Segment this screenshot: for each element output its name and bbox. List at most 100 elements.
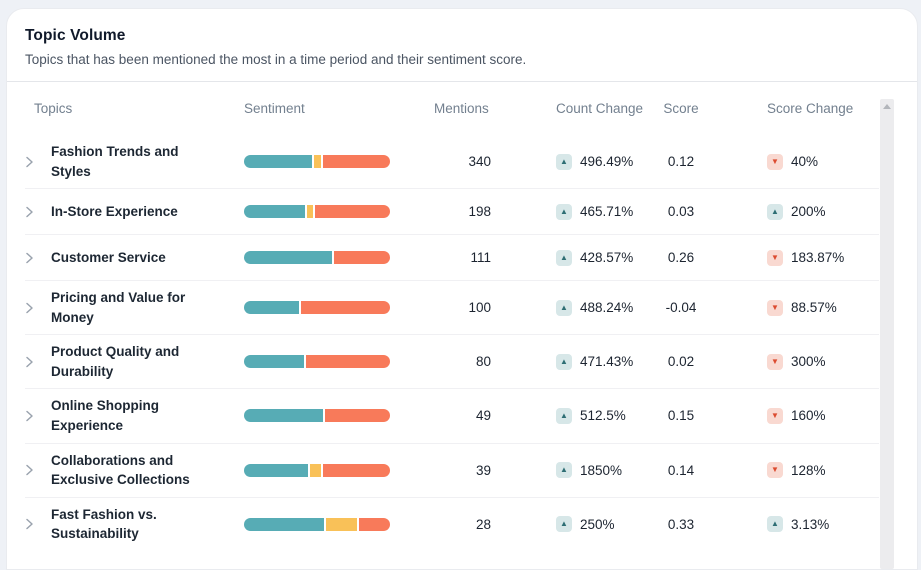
chevron-right-icon[interactable] <box>25 156 34 168</box>
sentiment-segment-neutral <box>326 518 357 531</box>
count-change-direction-icon: ▲ <box>556 250 572 266</box>
mentions-header-label: Mentions <box>434 101 489 116</box>
sentiment-segment-positive <box>244 409 323 422</box>
table-row[interactable]: Online Shopping Experience 49 ▲ 512.5% 0… <box>25 388 879 442</box>
sentiment-cell <box>244 409 434 422</box>
score-value: 0.02 <box>659 354 703 369</box>
score-change-value: 200% <box>791 204 826 219</box>
score-change-direction-icon: ▲ <box>767 204 783 220</box>
topic-label: Pricing and Value for Money <box>51 288 211 327</box>
chevron-right-icon[interactable] <box>25 252 34 264</box>
chevron-right-icon[interactable] <box>25 302 34 314</box>
table-row[interactable]: In-Store Experience 198 ▲ 465.71% 0.03 ▲… <box>25 188 879 234</box>
score-change-value: 3.13% <box>791 517 829 532</box>
mentions-value: 100 <box>434 300 491 315</box>
sentiment-segment-negative <box>306 355 390 368</box>
topic-cell: Customer Service <box>51 248 244 268</box>
sentiment-segment-negative <box>315 205 390 218</box>
sentiment-bar <box>244 205 390 218</box>
score-change-direction-icon: ▼ <box>767 462 783 478</box>
mentions-value: 49 <box>434 408 491 423</box>
count-change-cell: ▲ 488.24% <box>556 300 659 316</box>
score-change-value: 40% <box>791 154 818 169</box>
score-change-value: 160% <box>791 408 826 423</box>
score-value: 0.15 <box>659 408 703 423</box>
table-header-row: Topics Sentiment Mentions Count Change S… <box>7 82 917 135</box>
chevron-right-icon[interactable] <box>25 518 34 530</box>
sentiment-cell <box>244 464 434 477</box>
mentions-value: 111 <box>434 250 491 265</box>
count-change-cell: ▲ 250% <box>556 516 659 532</box>
chevron-right-icon[interactable] <box>25 464 34 476</box>
sentiment-segment-positive <box>244 155 312 168</box>
row-expand-cell <box>25 302 51 314</box>
sentiment-cell <box>244 518 434 531</box>
sentiment-bar <box>244 464 390 477</box>
count-change-value: 465.71% <box>580 204 633 219</box>
sentiment-segment-negative <box>359 518 390 531</box>
topic-volume-card: Topic Volume Topics that has been mentio… <box>6 8 918 570</box>
sentiment-segment-negative <box>301 301 390 314</box>
sentiment-segment-negative <box>334 251 390 264</box>
vertical-scrollbar[interactable] <box>880 99 894 569</box>
row-expand-cell <box>25 156 51 168</box>
score-change-cell: ▲ 3.13% <box>767 516 829 532</box>
count-change-direction-icon: ▲ <box>556 462 572 478</box>
topic-cell: In-Store Experience <box>51 202 244 222</box>
count-change-cell: ▲ 1850% <box>556 462 659 478</box>
column-header-count-change: Count Change <box>556 101 659 116</box>
chevron-right-icon[interactable] <box>25 356 34 368</box>
sentiment-bar <box>244 251 390 264</box>
score-change-cell: ▼ 183.87% <box>767 250 844 266</box>
sentiment-segment-neutral <box>307 205 313 218</box>
score-value: 0.33 <box>659 517 703 532</box>
score-change-cell: ▼ 88.57% <box>767 300 837 316</box>
sentiment-cell <box>244 251 434 264</box>
table-row[interactable]: Fashion Trends and Styles 340 ▲ 496.49% … <box>25 135 879 188</box>
table-row[interactable]: Fast Fashion vs. Sustainability 28 ▲ 250… <box>25 497 879 551</box>
topic-cell: Pricing and Value for Money <box>51 288 244 327</box>
scroll-up-arrow-icon <box>883 104 891 109</box>
sentiment-segment-negative <box>325 409 390 422</box>
sentiment-cell <box>244 155 434 168</box>
score-value: 0.12 <box>659 154 703 169</box>
table-row[interactable]: Product Quality and Durability 80 ▲ 471.… <box>25 334 879 388</box>
score-change-cell: ▲ 200% <box>767 204 826 220</box>
column-header-mentions[interactable]: Mentions <box>434 101 491 116</box>
table-row[interactable]: Pricing and Value for Money 100 ▲ 488.24… <box>25 280 879 334</box>
chevron-right-icon[interactable] <box>25 206 34 218</box>
mentions-value: 340 <box>434 154 491 169</box>
count-change-cell: ▲ 496.49% <box>556 154 659 170</box>
mentions-value: 198 <box>434 204 491 219</box>
count-change-direction-icon: ▲ <box>556 516 572 532</box>
row-expand-cell <box>25 206 51 218</box>
topic-cell: Fast Fashion vs. Sustainability <box>51 505 244 544</box>
scroll-up-button[interactable] <box>880 99 894 114</box>
score-change-value: 183.87% <box>791 250 844 265</box>
score-change-direction-icon: ▲ <box>767 516 783 532</box>
score-value: 0.26 <box>659 250 703 265</box>
table-row[interactable]: Collaborations and Exclusive Collections… <box>25 443 879 497</box>
sentiment-segment-positive <box>244 355 304 368</box>
topics-table: Topics Sentiment Mentions Count Change S… <box>7 82 917 551</box>
score-change-direction-icon: ▼ <box>767 300 783 316</box>
score-value: 0.14 <box>659 463 703 478</box>
score-change-cell: ▼ 128% <box>767 462 826 478</box>
sentiment-segment-positive <box>244 205 305 218</box>
sentiment-bar <box>244 518 390 531</box>
row-expand-cell <box>25 252 51 264</box>
sentiment-bar <box>244 355 390 368</box>
count-change-direction-icon: ▲ <box>556 154 572 170</box>
count-change-value: 1850% <box>580 463 622 478</box>
score-change-direction-icon: ▼ <box>767 354 783 370</box>
sentiment-bar <box>244 301 390 314</box>
topic-label: Product Quality and Durability <box>51 342 211 381</box>
card-header: Topic Volume Topics that has been mentio… <box>7 9 917 81</box>
sentiment-segment-neutral <box>310 464 321 477</box>
sentiment-segment-positive <box>244 251 332 264</box>
column-header-topics: Topics <box>34 101 244 116</box>
chevron-right-icon[interactable] <box>25 410 34 422</box>
table-row[interactable]: Customer Service 111 ▲ 428.57% 0.26 ▼ 18… <box>25 234 879 280</box>
mentions-value: 28 <box>434 517 491 532</box>
row-expand-cell <box>25 518 51 530</box>
